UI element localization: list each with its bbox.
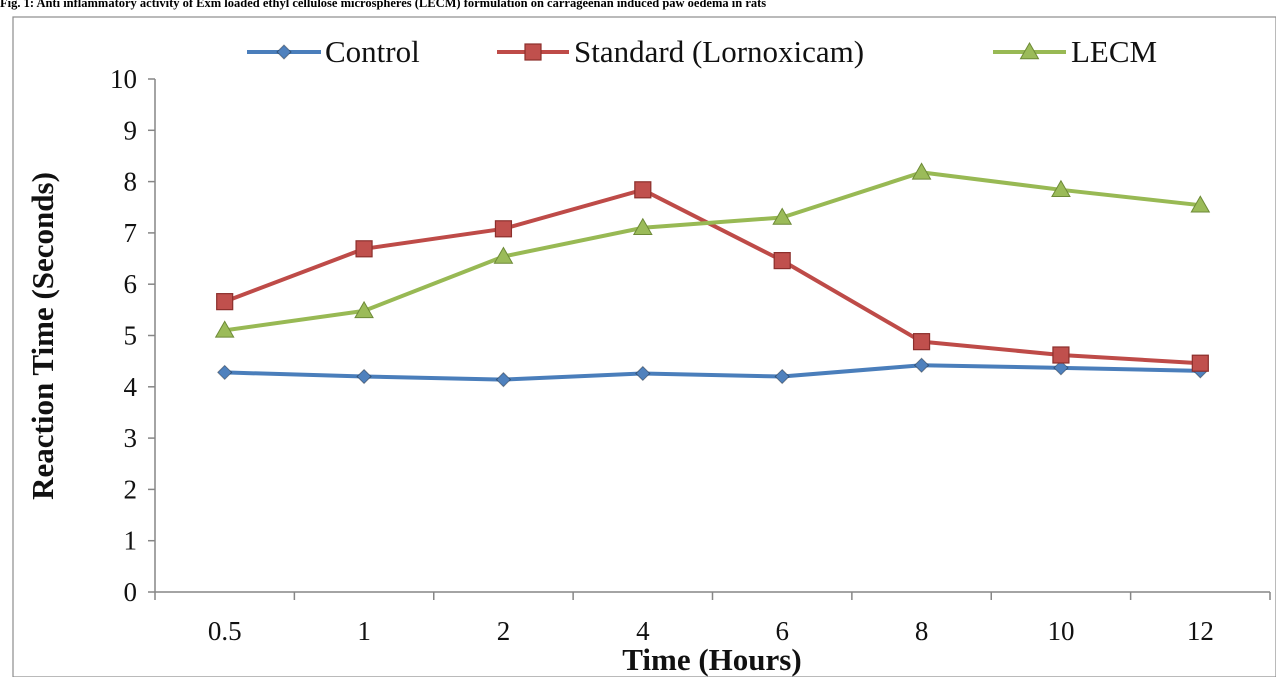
series-line [223, 187, 1201, 366]
legend-marker [524, 43, 542, 61]
legend-label: Control [325, 34, 420, 69]
legend-label: Standard (Lornoxicam) [574, 34, 864, 69]
x-axis-title: Time (Hours) [622, 642, 801, 677]
data-point [634, 181, 652, 199]
series-line [224, 363, 1201, 382]
data-point [913, 357, 930, 373]
y-tick-label: 4 [124, 372, 138, 402]
series-layer [214, 162, 1211, 388]
x-tick-label: 6 [775, 616, 789, 646]
data-point [1191, 354, 1209, 372]
series-line [224, 170, 1201, 333]
y-tick-label: 7 [124, 218, 138, 248]
legend-item: Control [247, 34, 420, 69]
y-tick-label: 9 [124, 115, 138, 145]
data-point [356, 368, 372, 385]
legend-marker [276, 44, 292, 60]
y-tick-label: 1 [124, 526, 138, 556]
figure-caption: Fig. 1: Anti inflammatory activity of Ex… [0, 0, 767, 10]
data-point [355, 240, 373, 258]
series-lecm [214, 162, 1211, 338]
x-tick-label: 1 [357, 616, 371, 646]
x-tick-label: 8 [915, 616, 929, 646]
x-tick-label: 12 [1187, 616, 1214, 646]
data-point [632, 217, 653, 236]
legend-item: LECM [993, 34, 1157, 69]
x-tick-label: 2 [497, 616, 511, 646]
data-point [214, 320, 235, 338]
x-tick-label: 4 [636, 616, 650, 646]
series-standard-lornoxicam [216, 181, 1209, 372]
chart-frame [12, 16, 1276, 677]
data-point [773, 252, 791, 270]
data-point [1051, 179, 1071, 198]
data-point [911, 162, 932, 180]
data-point [354, 300, 374, 319]
data-point [912, 333, 931, 351]
data-point [216, 364, 233, 381]
legend: Control Standard (Lornoxicam) LECM [247, 34, 1157, 69]
data-point [216, 293, 234, 311]
x-tick-label: 10 [1047, 616, 1074, 646]
data-point [493, 246, 514, 264]
data-point [1052, 346, 1070, 364]
y-tick-label: 0 [124, 577, 138, 607]
data-point [495, 371, 512, 388]
y-axis: 0 1 2 3 4 5 6 7 8 9 10 [110, 64, 156, 607]
data-point [774, 368, 790, 385]
y-tick-label: 5 [124, 321, 138, 351]
data-point [1190, 195, 1211, 213]
y-axis-title: Reaction Time (Seconds) [25, 172, 60, 500]
data-point [772, 207, 793, 225]
x-axis: 0.5 1 2 4 6 8 10 12 [154, 591, 1271, 646]
data-point [635, 365, 651, 382]
x-tick-label: 0.5 [208, 616, 242, 646]
y-tick-label: 10 [110, 64, 137, 94]
data-point [1053, 360, 1069, 376]
legend-marker [1019, 41, 1040, 60]
y-tick-label: 8 [124, 167, 138, 197]
y-tick-label: 6 [124, 269, 138, 299]
data-point [494, 220, 513, 238]
legend-item: Standard (Lornoxicam) [497, 34, 864, 69]
y-tick-label: 3 [124, 423, 138, 453]
legend-label: LECM [1071, 34, 1157, 69]
y-tick-label: 2 [124, 474, 138, 504]
